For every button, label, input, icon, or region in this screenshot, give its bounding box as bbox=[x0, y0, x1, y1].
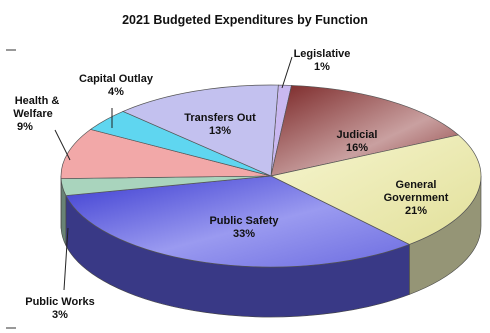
slice-label-general-government: General Government 21% bbox=[384, 179, 449, 217]
pie-slice-public-safety bbox=[65, 175, 411, 268]
slice-label-public-safety: Public Safety 33% bbox=[209, 215, 279, 240]
slice-label-capital-outlay: Capital Outlay 4% bbox=[79, 73, 154, 98]
leader-lines bbox=[54, 56, 293, 291]
slice-label-health-welfare: Health & Welfare 9% bbox=[13, 95, 59, 133]
slice-labels: Legislative 1% Judicial 16%General Governmen… bbox=[13, 48, 449, 321]
pie-slices bbox=[60, 84, 482, 268]
pie-slice-transfers-out bbox=[122, 84, 279, 177]
slice-label-transfers-out: Transfers Out 13% bbox=[184, 112, 256, 137]
leader-line-legislative bbox=[281, 56, 293, 89]
slice-label-legislative: Legislative 1% bbox=[294, 48, 351, 73]
pie-slice-general-government bbox=[269, 134, 482, 245]
chart-title: 2021 Budgeted Expenditures by Function bbox=[122, 13, 368, 27]
slice-label-judicial: Judicial 16% bbox=[337, 129, 378, 154]
pie-slice-judicial bbox=[270, 85, 460, 177]
pie-slice-health-welfare bbox=[60, 129, 272, 179]
leader-line-public-works bbox=[63, 227, 69, 291]
slice-label-public-works: Public Works 3% bbox=[25, 296, 94, 321]
leader-line-health-welfare bbox=[54, 129, 71, 161]
